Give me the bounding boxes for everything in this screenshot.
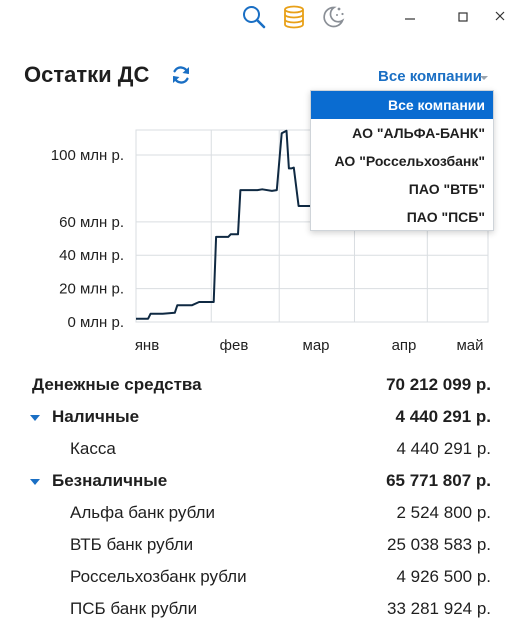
table-row: ВТБ банк рубли 25 038 583 р.	[0, 530, 525, 562]
company-select[interactable]: Все компании	[340, 68, 500, 90]
top-toolbar	[0, 0, 525, 36]
account-value: 4 926 500 р.	[396, 567, 491, 586]
group-row-cash[interactable]: Наличные 4 440 291 р.	[0, 402, 525, 434]
balance-chart: янв фев мар апр май 0 млн р. 20 млн р. 40 млн р…	[51, 129, 489, 354]
y-tick-label: 60 млн р.	[59, 214, 124, 231]
y-tick-label: 20 млн р.	[59, 281, 124, 298]
chevron-down-icon[interactable]	[30, 479, 40, 485]
balances-table: Денежные средства 70 212 099 р. Наличные…	[0, 370, 525, 626]
table-row: Альфа банк рубли 2 524 800 р.	[0, 498, 525, 530]
company-dropdown: Все компании АО "АЛЬФА-БАНК" АО "Россель…	[310, 90, 494, 231]
total-label: Денежные средства	[32, 375, 202, 394]
group-row-noncash[interactable]: Безналичные 65 771 807 р.	[0, 466, 525, 498]
close-icon[interactable]	[488, 6, 512, 28]
search-icon[interactable]	[241, 4, 267, 30]
account-label: Альфа банк рубли	[70, 503, 215, 522]
company-option-rshb[interactable]: АО "Россельхозбанк"	[334, 153, 485, 169]
night-mode-icon[interactable]	[320, 4, 346, 30]
company-option-psb[interactable]: ПАО "ПСБ"	[406, 209, 485, 225]
company-option-vtb[interactable]: ПАО "ВТБ"	[408, 181, 485, 197]
x-tick-label: апр	[392, 337, 417, 354]
minimize-icon[interactable]	[398, 6, 422, 28]
chevron-down-icon[interactable]	[30, 415, 40, 421]
account-value: 33 281 924 р.	[387, 599, 491, 618]
group-label: Безналичные	[52, 471, 168, 490]
company-select-value: Все компании	[378, 68, 482, 85]
table-row: Касса 4 440 291 р.	[0, 434, 525, 466]
y-tick-label: 40 млн р.	[59, 247, 124, 264]
x-tick-label: мар	[303, 337, 330, 354]
table-row: Россельхозбанк рубли 4 926 500 р.	[0, 562, 525, 594]
company-option-alfa[interactable]: АО "АЛЬФА-БАНК"	[352, 125, 485, 141]
group-value: 4 440 291 р.	[395, 407, 491, 426]
x-tick-label: янв	[135, 337, 159, 354]
account-value: 4 440 291 р.	[396, 439, 491, 458]
account-label: ПСБ банк рубли	[70, 599, 198, 618]
account-value: 2 524 800 р.	[396, 503, 491, 522]
y-tick-label: 100 млн р.	[51, 147, 124, 164]
maximize-icon[interactable]	[451, 6, 475, 28]
x-tick-label: фев	[220, 337, 249, 354]
account-label: Россельхозбанк рубли	[70, 567, 247, 586]
database-icon[interactable]	[281, 4, 307, 30]
account-label: Касса	[70, 439, 116, 458]
table-row: ПСБ банк рубли 33 281 924 р.	[0, 594, 525, 626]
total-row: Денежные средства 70 212 099 р.	[0, 370, 525, 402]
x-tick-label: май	[456, 337, 483, 354]
total-value: 70 212 099 р.	[386, 375, 491, 394]
company-option-all[interactable]: Все компании	[311, 91, 493, 119]
refresh-icon[interactable]	[170, 64, 192, 86]
group-label: Наличные	[52, 407, 140, 426]
group-value: 65 771 807 р.	[386, 471, 491, 490]
page-title: Остатки ДС	[24, 62, 150, 87]
account-value: 25 038 583 р.	[387, 535, 491, 554]
chevron-down-icon	[480, 76, 488, 80]
series-line	[136, 129, 321, 320]
account-label: ВТБ банк рубли	[70, 535, 194, 554]
y-tick-label: 0 млн р.	[67, 314, 124, 331]
